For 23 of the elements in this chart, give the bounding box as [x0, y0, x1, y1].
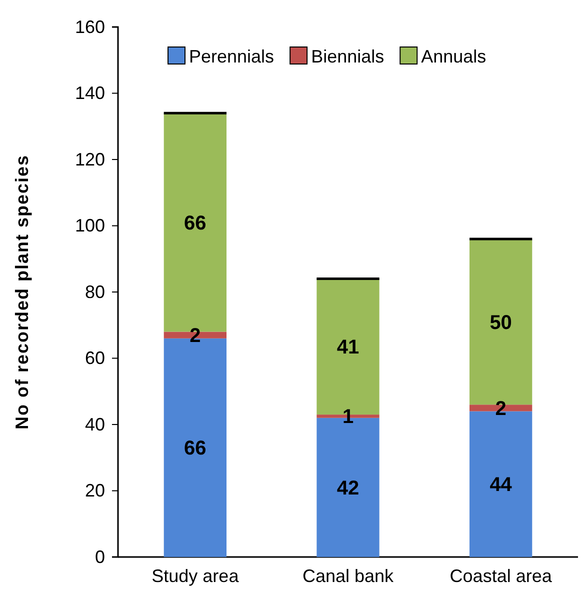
legend-label: Annuals: [421, 46, 486, 66]
data-label: 66: [184, 212, 206, 234]
y-tick-label: 100: [74, 216, 105, 236]
y-tick-label: 40: [84, 414, 105, 434]
legend-label: Biennials: [311, 46, 384, 66]
y-tick-label: 20: [84, 480, 105, 501]
x-tick-label: Canal bank: [302, 566, 395, 586]
data-label: 1: [342, 406, 354, 428]
x-tick-label: Coastal area: [450, 566, 553, 586]
x-tick-label: Study area: [152, 566, 240, 586]
y-tick-label: 120: [74, 149, 105, 170]
data-label: 44: [490, 474, 513, 496]
y-tick-label: 80: [84, 282, 105, 302]
data-label: 66: [184, 438, 206, 460]
data-label: 50: [490, 312, 512, 334]
data-label: 42: [336, 477, 360, 500]
legend-label: Perennials: [189, 46, 274, 66]
y-tick-label: 160: [74, 16, 105, 37]
y-tick-label: 0: [94, 546, 105, 567]
y-tick-label: 60: [84, 348, 105, 368]
y-tick-label: 140: [74, 83, 105, 104]
y-axis-title: No of recorded plant species: [12, 154, 32, 430]
data-label: 41: [336, 336, 360, 359]
